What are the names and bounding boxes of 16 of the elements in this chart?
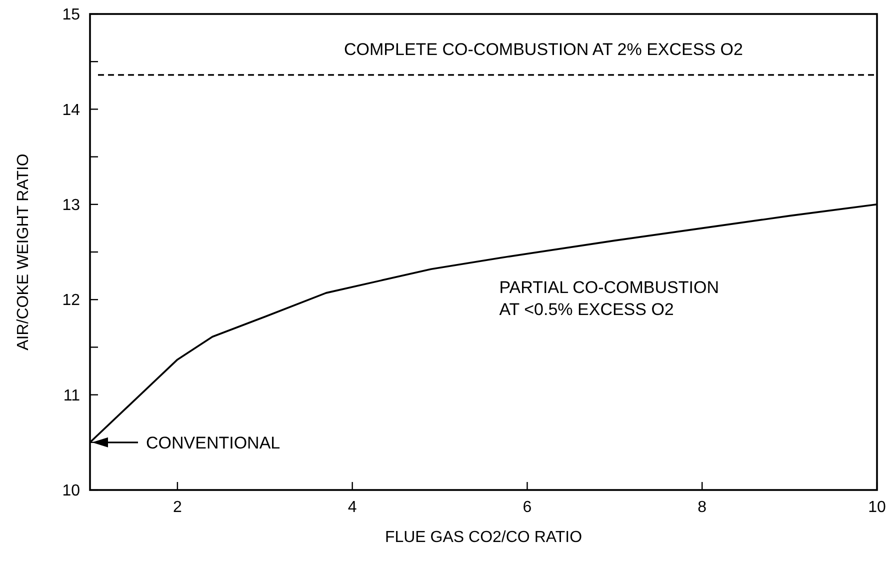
y-tick-label: 10 (62, 482, 80, 500)
x-axis-title: FLUE GAS CO2/CO RATIO (384, 529, 582, 546)
y-tick-label: 15 (62, 6, 80, 24)
x-tick-label: 6 (522, 499, 532, 516)
annotation: PARTIAL CO-COMBUSTION AT <0.5% EXCESS O2 (499, 278, 720, 319)
x-tick-label: 10 (868, 499, 886, 516)
y-tick-label: 13 (62, 197, 80, 214)
x-tick-label: 2 (172, 499, 182, 516)
y-axis-title: AIR/COKE WEIGHT RATIO (15, 154, 32, 350)
annotation: CONVENTIONAL (146, 433, 280, 452)
x-tick-label: 8 (698, 499, 707, 516)
ref-line-label: COMPLETE CO-COMBUSTION AT 2% EXCESS O2 (344, 40, 743, 59)
y-tick-label: 11 (63, 387, 80, 404)
x-tick-label: 4 (348, 499, 357, 516)
y-tick-label: 12 (62, 292, 80, 310)
y-tick-label: 14 (62, 102, 80, 119)
